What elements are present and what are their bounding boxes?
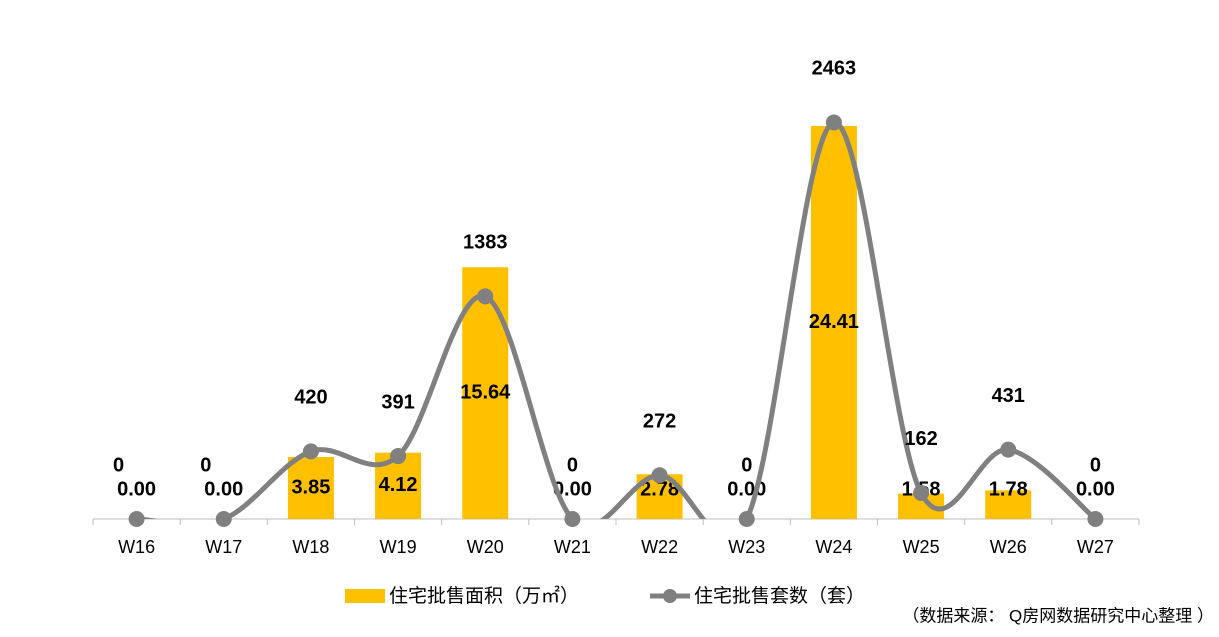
bar-value-label: 0.00 [117,478,156,500]
line-marker [564,511,581,527]
line-value-label: 0 [741,454,752,476]
line-value-label: 2463 [812,58,857,80]
legend-label: 住宅批售套数（套） [694,585,865,607]
bar-value-label: 1.78 [989,478,1028,500]
bar-value-label: 0.00 [204,478,243,500]
legend-marker [663,589,677,603]
x-tick-label: W24 [815,537,852,557]
legend-label: 住宅批售面积（万㎡） [389,584,579,607]
bar [985,490,1032,519]
x-tick-label: W19 [380,537,417,557]
line-value-label: 0 [1090,454,1101,476]
x-tick-label: W27 [1077,537,1114,557]
line-value-label: 0 [113,454,124,476]
legend-swatch [345,589,385,603]
bar [287,457,334,519]
line-marker [302,443,319,460]
bar-value-label: 0.00 [553,478,592,500]
line-group [136,119,1098,519]
bar-value-label: 3.85 [291,476,330,498]
line-value-label: 1383 [463,232,508,254]
x-tick-label: W20 [467,537,504,557]
line-marker [825,114,842,131]
line-value-label: 420 [294,387,327,409]
line-value-label: 391 [381,391,414,413]
line-marker [651,467,668,484]
x-tick-label: W26 [990,537,1027,557]
line-marker [738,511,755,527]
bar [810,125,857,520]
line [136,119,1098,519]
bar-value-label: 4.12 [379,474,418,496]
line-marker [390,448,407,465]
line-value-label: 272 [643,410,676,432]
line-marker [913,484,930,501]
line-marker [1000,441,1017,458]
line-marker [128,511,145,527]
line-value-label: 162 [904,428,937,450]
source-note: （数据来源： Q房网数据研究中心整理 ） [902,606,1214,625]
x-tick-label: W23 [728,537,765,557]
bar [462,267,509,519]
bar-value-label: 2.78 [640,478,679,500]
x-tick-label: W16 [118,537,155,557]
line-value-label: 431 [992,385,1025,407]
x-tick-label: W18 [292,537,329,557]
line-marker [215,511,232,527]
bar-value-label: 15.64 [460,381,511,403]
line-marker [477,288,494,305]
x-tick-label: W22 [641,537,678,557]
x-tick-label: W25 [903,537,940,557]
line-marker [1087,511,1104,527]
x-tick-label: W17 [205,537,242,557]
bar-value-label: 24.41 [809,311,859,333]
x-tick-label: W21 [554,537,591,557]
bar-value-label: 0.00 [1076,478,1115,500]
line-value-label: 0 [567,454,578,476]
line-value-label: 0 [200,454,211,476]
